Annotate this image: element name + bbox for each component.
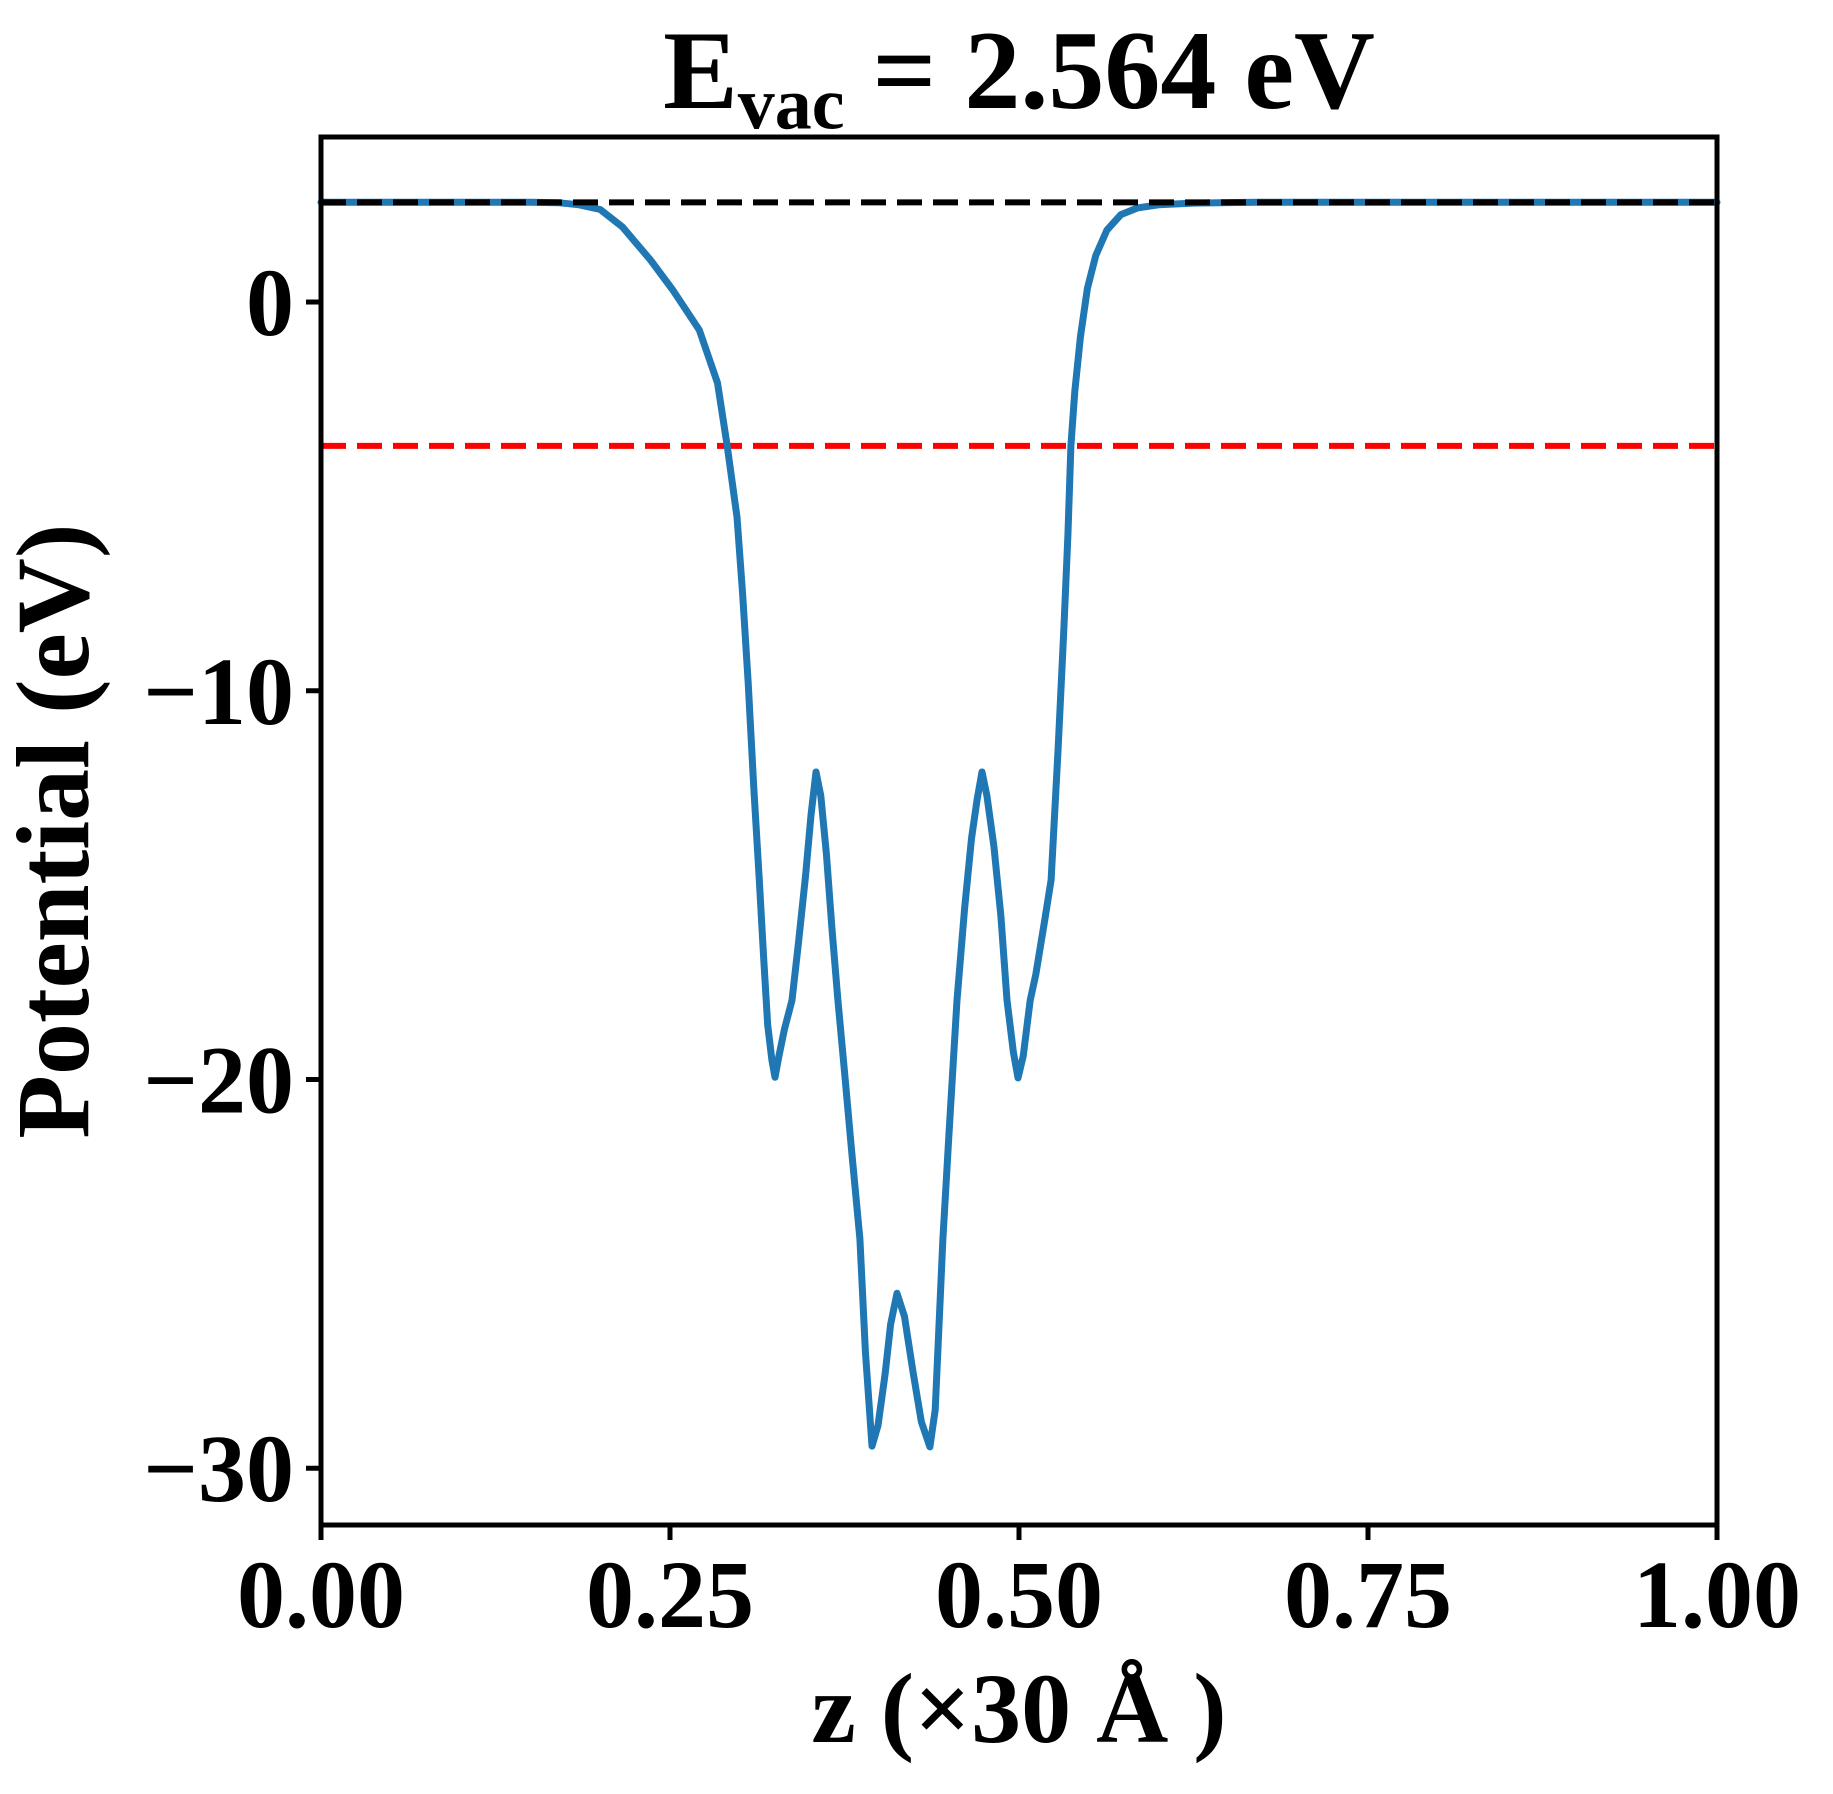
title-evac-symbol: E	[663, 9, 738, 133]
potential-curve	[317, 198, 1721, 1451]
plot-border	[318, 134, 1720, 1528]
y-tick-label: −10	[143, 638, 294, 745]
x-tick-label: 0.75	[1284, 1541, 1452, 1648]
x-tick-label: 0.00	[237, 1541, 405, 1648]
x-tick-label: 0.50	[935, 1541, 1103, 1648]
y-tick-label: 0	[246, 249, 294, 356]
x-tick-label: 1.00	[1633, 1541, 1801, 1648]
chart-title: Evac = 2.564 eV	[321, 9, 1717, 140]
y-axis-label: Potential (eV)	[0, 523, 111, 1138]
title-evac-subscript: vac	[737, 62, 845, 145]
y-tick-label: −20	[143, 1027, 294, 1134]
title-value-text: = 2.564 eV	[844, 9, 1375, 133]
y-tick-label: −30	[143, 1415, 294, 1522]
x-axis-label: z (×30 Å )	[811, 1653, 1226, 1764]
x-tick-label: 0.25	[586, 1541, 754, 1648]
